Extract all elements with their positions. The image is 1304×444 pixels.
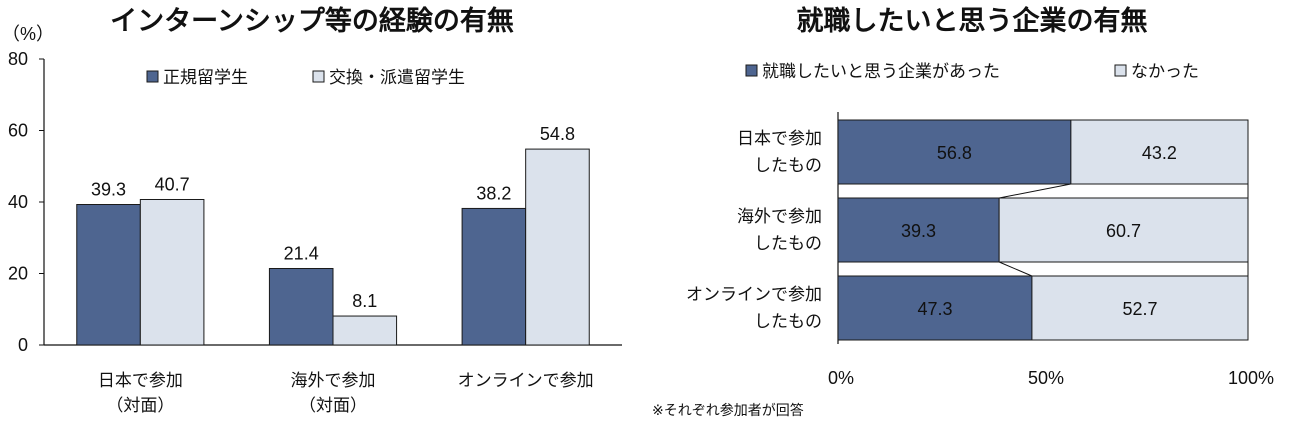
right-x-tick-label: 50% [1028,368,1064,388]
left-chart-title: インターンシップ等の経験の有無 [110,5,514,37]
desired-company-chart: 就職したいと思う企業の有無 就職したいと思う企業があった なかった 56.8 43… [652,5,1274,419]
left-category-label: （対面） [299,396,367,416]
right-category-label: 日本で参加 [737,129,822,149]
bar-exchange-student [332,315,398,346]
right-x-tick-label: 100% [1228,368,1274,388]
right-category-label: 海外で参加 [737,207,822,227]
bar-had-company [837,197,1000,263]
bar-regular-student [76,204,141,346]
legend-swatch-had-company [745,64,758,77]
bar-value-label: 43.2 [1142,143,1177,163]
legend-label-had-company: 就職したいと思う企業があった [762,62,1000,82]
right-x-tick-label: 0% [828,368,854,388]
bar-no-company [998,197,1249,263]
bar-value-label: 47.3 [917,299,952,319]
legend-swatch-exchange [312,70,325,83]
legend-swatch-regular [146,70,159,83]
bar-no-company [1031,275,1249,341]
left-category-label: （対面） [106,396,174,416]
bar-value-label: 40.7 [155,174,190,194]
bar-value-label: 21.4 [284,243,319,263]
bar-exchange-student [139,198,205,346]
left-y-tick-label: 80 [8,49,28,69]
right-category-label: したもの [754,312,822,332]
bar-value-label: 54.8 [540,124,575,144]
bar-regular-student [268,267,334,346]
left-category-label: オンラインで参加 [458,371,594,391]
right-bars: 56.8 43.2 39.3 60.7 47.3 52.7 [837,119,1249,341]
left-category-label: 日本で参加 [98,371,183,391]
legend-label-regular: 正規留学生 [163,68,248,88]
right-legend: 就職したいと思う企業があった なかった [745,62,1199,82]
left-y-unit: （%） [2,24,54,44]
left-y-tick-label: 20 [8,264,28,284]
bar-value-label: 39.3 [901,221,936,241]
internship-experience-chart: インターンシップ等の経験の有無 （%） 正規留学生 交換・派遣留学生 0 20 40… [2,5,622,416]
left-y-tick-label: 60 [8,121,28,141]
connector-line [999,183,1071,199]
bar-value-label: 39.3 [91,180,126,200]
right-category-label: したもの [754,156,822,176]
left-y-tick-label: 0 [18,335,28,355]
right-chart-title: 就職したいと思う企業の有無 [797,5,1148,37]
bar-exchange-student [525,148,590,346]
left-categories: 日本で参加 （対面） 海外で参加 （対面） オンラインで参加 [98,371,594,416]
legend-swatch-none [1114,64,1127,77]
left-bars: 39.3 40.7 21.4 8.1 38.2 54.8 [76,124,590,346]
bar-had-company [837,119,1072,185]
bar-value-label: 8.1 [352,291,377,311]
bar-value-label: 60.7 [1106,221,1141,241]
bar-no-company [1070,119,1249,185]
bar-value-label: 56.8 [937,143,972,163]
right-x-ticks: 0% 50% 100% [828,368,1274,388]
left-legend: 正規留学生 交換・派遣留学生 [146,68,465,88]
left-y-ticks: 0 20 40 60 80 [8,49,44,355]
connector-line [998,261,1033,277]
legend-label-exchange: 交換・派遣留学生 [329,68,465,88]
footnote: ※それぞれ参加者が回答 [652,402,804,419]
right-category-label: オンラインで参加 [686,285,822,305]
left-category-label: 海外で参加 [291,371,376,391]
right-category-label: したもの [754,234,822,254]
bar-had-company [837,275,1033,341]
bar-regular-student [461,207,527,346]
legend-label-none: なかった [1131,62,1199,82]
bar-value-label: 52.7 [1122,299,1157,319]
bar-value-label: 38.2 [476,183,511,203]
left-y-tick-label: 40 [8,192,28,212]
